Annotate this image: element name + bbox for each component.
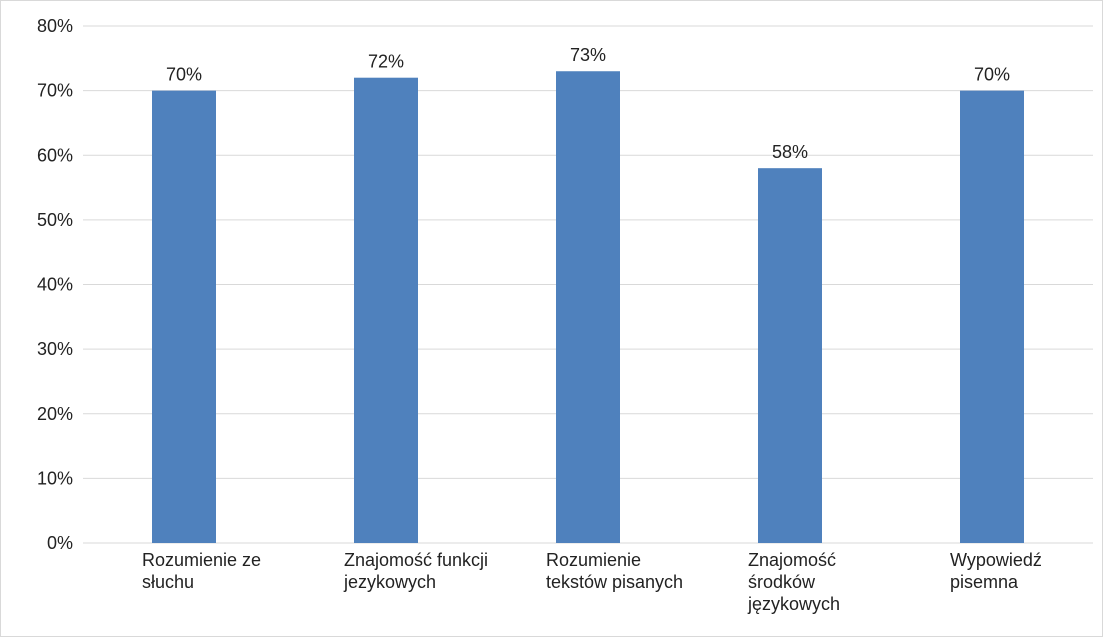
y-tick-label: 70% bbox=[37, 81, 73, 101]
x-category-label-line: pisemna bbox=[950, 572, 1019, 592]
bar bbox=[152, 90, 216, 543]
bar bbox=[960, 90, 1024, 543]
y-axis: 0% 10% 20% 30% 40% 50% 60% 70% 80% bbox=[37, 16, 73, 553]
bar-value-label: 70% bbox=[166, 65, 202, 85]
y-tick-label: 80% bbox=[37, 16, 73, 36]
x-category-label-line: środków bbox=[748, 572, 816, 592]
bar-value-label: 73% bbox=[570, 45, 606, 65]
y-tick-label: 60% bbox=[37, 145, 73, 165]
x-category-label-line: słuchu bbox=[142, 572, 194, 592]
x-category-label: Rozumienie ze słuchu bbox=[142, 550, 261, 592]
x-category-label: Rozumienie tekstów pisanych bbox=[546, 550, 683, 592]
x-category-label: Znajomość środków językowych bbox=[747, 550, 840, 614]
bar bbox=[556, 71, 620, 544]
bar-value-label: 70% bbox=[974, 65, 1010, 85]
y-tick-label: 30% bbox=[37, 339, 73, 359]
data-labels: 70% 72% 73% 58% 70% bbox=[166, 45, 1010, 162]
x-category-label: Znajomość funkcji jezykowych bbox=[343, 550, 488, 592]
x-category-label-line: Rozumienie bbox=[546, 550, 641, 570]
x-axis: Rozumienie ze słuchu Znajomość funkcji jezy… bbox=[142, 550, 1042, 614]
y-tick-label: 0% bbox=[47, 533, 73, 553]
y-tick-label: 20% bbox=[37, 404, 73, 424]
y-tick-label: 50% bbox=[37, 210, 73, 230]
bar bbox=[758, 168, 822, 544]
x-category-label-line: Rozumienie ze bbox=[142, 550, 261, 570]
bar-value-label: 58% bbox=[772, 142, 808, 162]
y-tick-label: 10% bbox=[37, 468, 73, 488]
x-category-label-line: Wypowiedź bbox=[950, 550, 1042, 570]
x-category-label-line: Znajomość bbox=[748, 550, 836, 570]
x-category-label-line: Znajomość funkcji bbox=[344, 550, 488, 570]
bar bbox=[354, 77, 418, 543]
x-category-label-line: tekstów pisanych bbox=[546, 572, 683, 592]
x-category-label-line: jezykowych bbox=[343, 572, 436, 592]
y-tick-label: 40% bbox=[37, 275, 73, 295]
bar-value-label: 72% bbox=[368, 52, 404, 72]
bars bbox=[152, 71, 1024, 544]
x-category-label-line: językowych bbox=[747, 594, 840, 614]
x-category-label: Wypowiedź pisemna bbox=[950, 550, 1042, 592]
